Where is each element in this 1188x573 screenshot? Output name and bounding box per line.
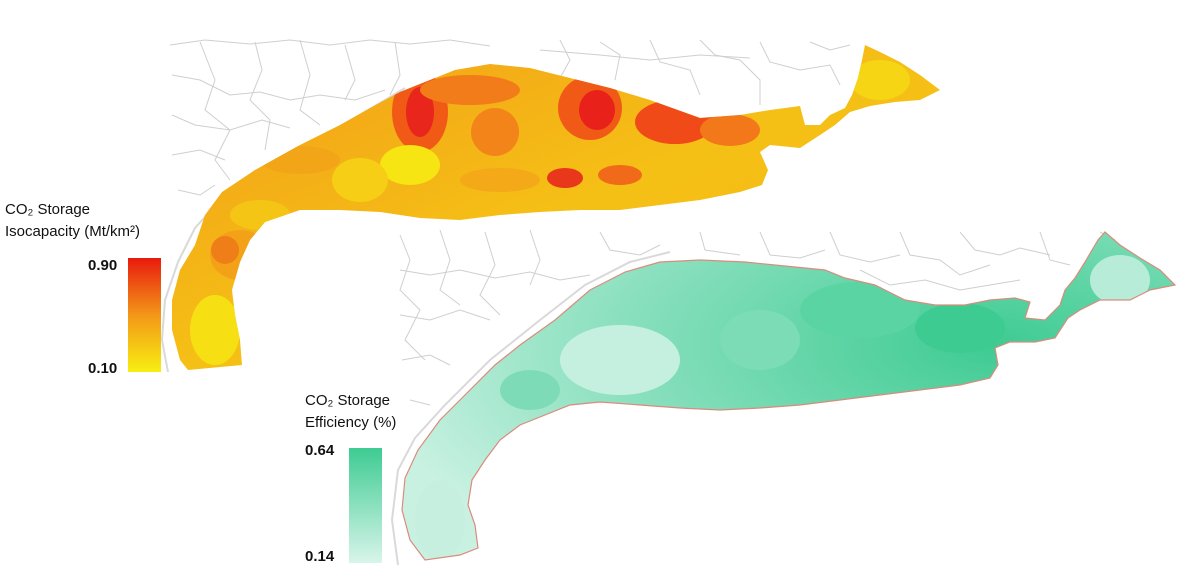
efficiency-max-label: 0.64	[305, 442, 335, 459]
isocapacity-color-bar	[128, 258, 161, 372]
efficiency-region-outline	[401, 231, 1177, 561]
isocapacity-legend-title-line1: CO₂ Storage	[5, 201, 91, 218]
efficiency-legend-title-line1: CO₂ Storage	[305, 392, 391, 409]
county-boundaries	[169, 39, 1116, 406]
efficiency-legend-title-line2: Efficiency (%)	[305, 414, 397, 431]
efficiency-region	[402, 232, 1175, 560]
isocapacity-max-label: 0.90	[88, 257, 118, 274]
isocapacity-min-label: 0.10	[88, 360, 118, 377]
efficiency-legend-title: CO₂ Storage Efficiency (%)	[305, 390, 396, 434]
efficiency-min-label: 0.14	[305, 548, 335, 565]
isocapacity-legend-title-line2: Isocapacity (Mt/km²)	[5, 223, 141, 240]
efficiency-color-bar	[349, 448, 382, 563]
isocapacity-legend-title: CO₂ Storage Isocapacity (Mt/km²)	[5, 199, 140, 243]
